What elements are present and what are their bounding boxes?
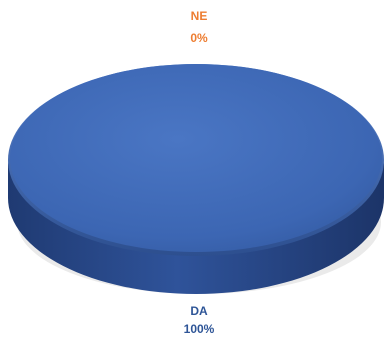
pie-slice-da-side	[8, 158, 384, 294]
slice-label-ne-value: 0%	[190, 31, 208, 45]
pie-slices	[8, 64, 384, 294]
pie-slice-da	[10, 64, 382, 252]
slice-label-da-value: 100%	[184, 322, 215, 336]
slice-label-ne-category: NE	[191, 9, 208, 23]
slice-label-da-category: DA	[190, 304, 208, 318]
